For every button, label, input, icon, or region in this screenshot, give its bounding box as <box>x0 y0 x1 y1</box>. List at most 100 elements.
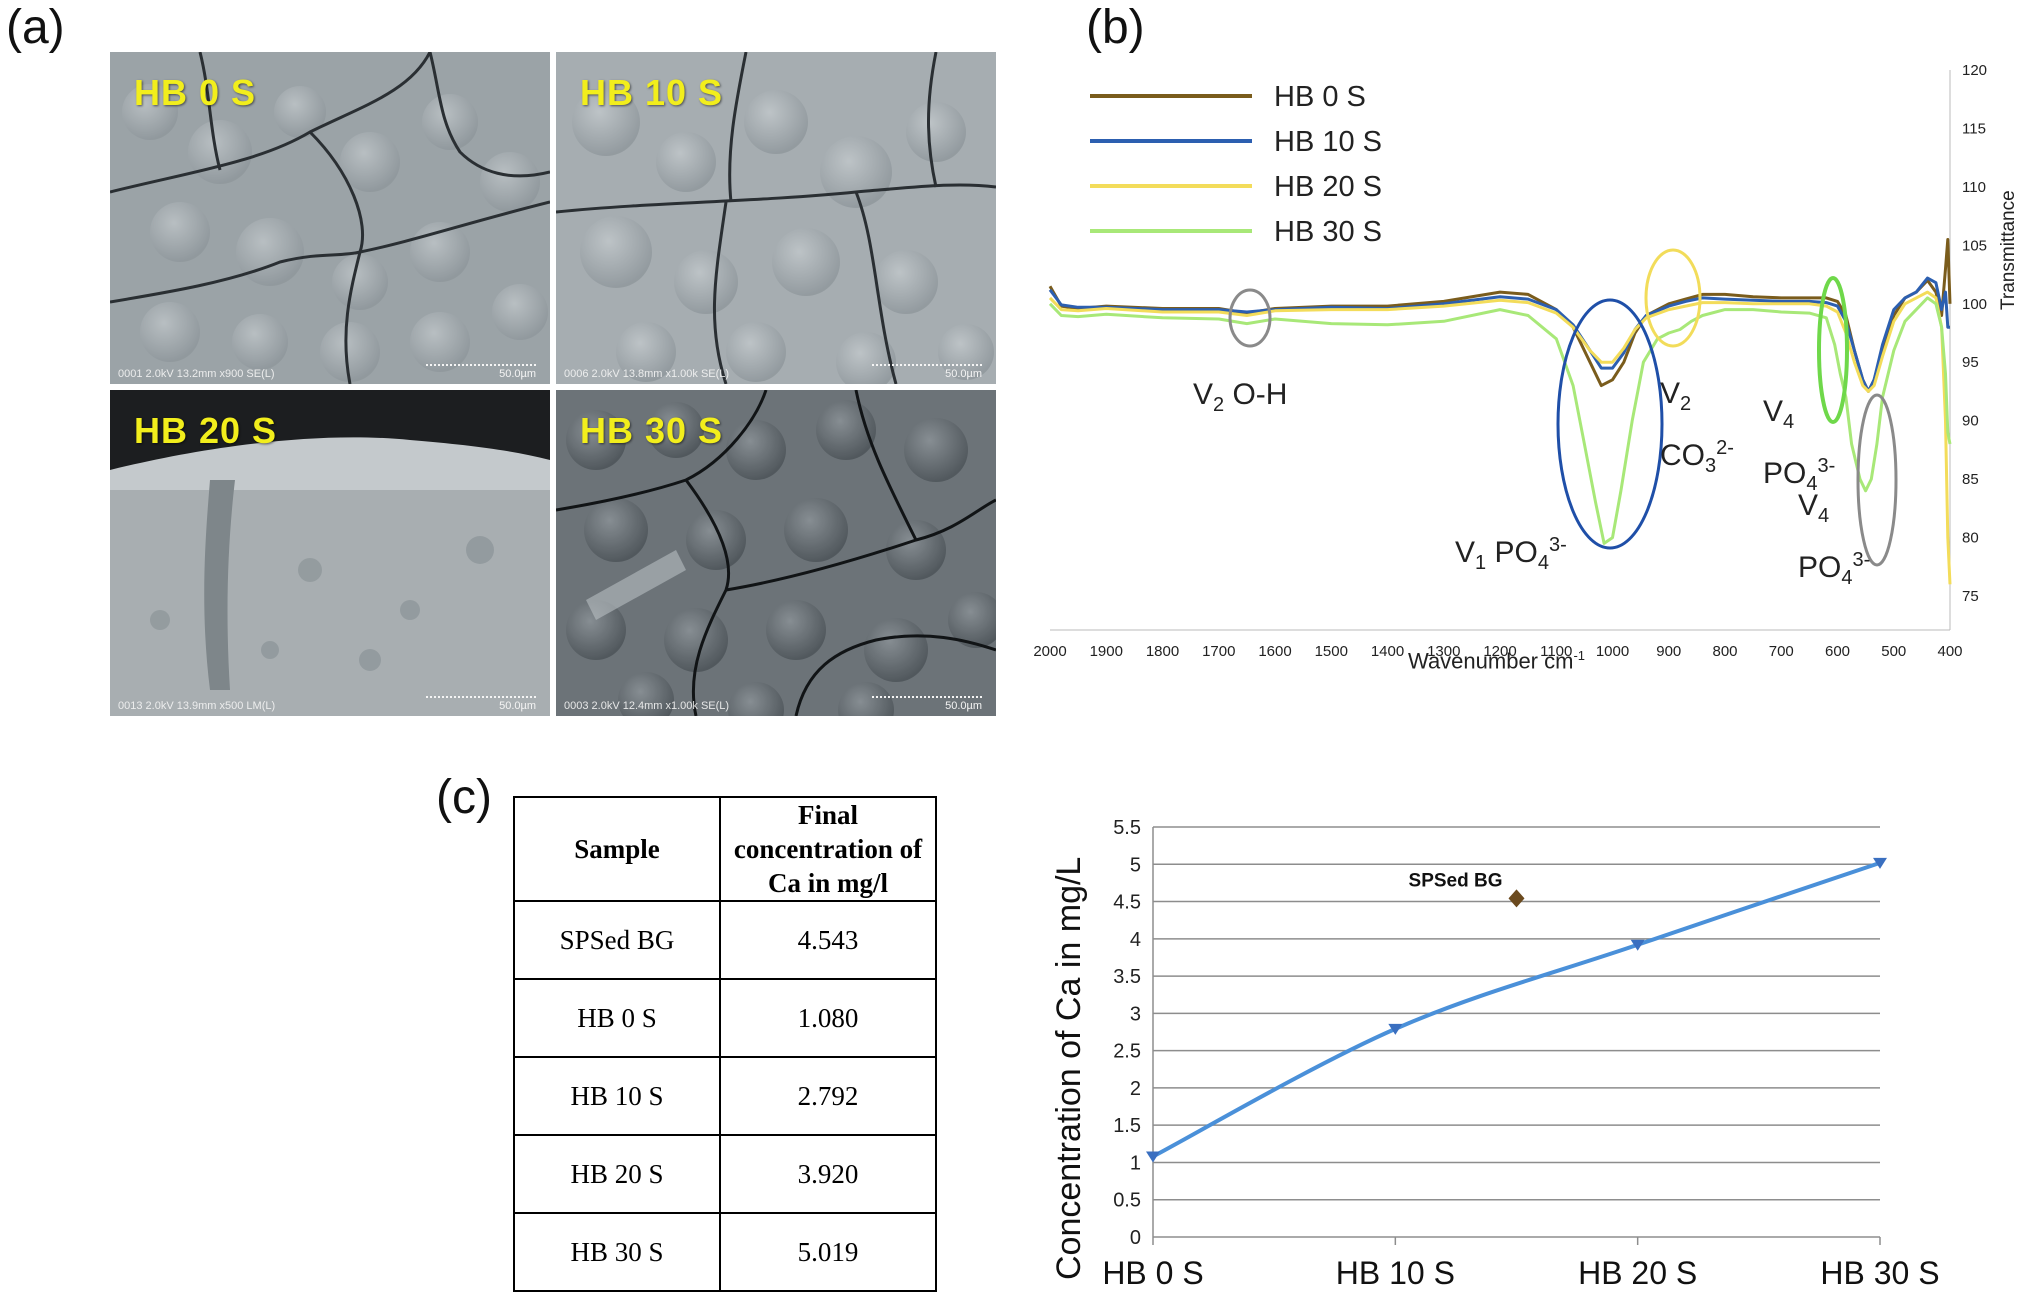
ftir-x-tick-label: 500 <box>1881 643 1906 660</box>
header-concentration: Final concentration of Ca in mg/l <box>719 796 937 902</box>
ftir-x-tick-label: 1700 <box>1202 643 1235 660</box>
ann-sub: 2 <box>1213 394 1225 416</box>
sem-meta: 0006 2.0kV 13.8mm x1.00k SE(L) <box>564 368 730 380</box>
ftir-x-tick-label: 1100 <box>1540 643 1572 660</box>
spsed-bg-point <box>1508 889 1525 908</box>
annotation-v1-po4: V1 PO43- <box>1455 534 1567 575</box>
ftir-y-tick-label: 85 <box>1962 471 1979 488</box>
ftir-x-axis-title: Wavenumber cm-1 <box>1408 648 1585 674</box>
ca-y-tick-label: 3 <box>1130 1003 1141 1025</box>
ftir-y-tick-label: 105 <box>1962 237 1987 254</box>
scale-bar <box>426 364 536 366</box>
ca-y-tick-label: 5.5 <box>1113 817 1141 839</box>
ftir-x-axis-title-text: Wavenumber cm <box>1408 648 1574 674</box>
ca-x-tick-label: HB 10 S <box>1336 1255 1455 1291</box>
ftir-x-tick-label: 700 <box>1769 643 1794 660</box>
ann-sub: 4 <box>1818 505 1830 527</box>
annotation-v4-po4-upper: V4 PO43- <box>1763 390 1835 506</box>
cell-sample: HB 20 S <box>513 1134 721 1214</box>
sem-scale-label: 50.0µm <box>499 700 536 712</box>
ftir-y-tick-label: 110 <box>1962 179 1986 196</box>
ftir-y-tick-label: 120 <box>1962 62 1987 79</box>
ftir-x-tick-label: 1200 <box>1483 643 1516 660</box>
ann-sub: 4 <box>1537 552 1549 574</box>
ftir-x-tick-label: 2000 <box>1033 643 1066 660</box>
ann-text: PO <box>1798 551 1842 584</box>
ca-y-tick-label: 1 <box>1130 1152 1141 1174</box>
ftir-axes: 2000 1900 1800 1700 1600 1500 1400 1300 1200 1100… <box>1033 62 1987 660</box>
table-row: HB 10 S 2.792 <box>513 1056 937 1136</box>
ftir-y-tick-label: 115 <box>1962 120 1986 137</box>
ca-x-tick-label: HB 0 S <box>1102 1255 1203 1291</box>
table-row: SPSed BG 4.543 <box>513 900 937 980</box>
ftir-x-tick-label: 1300 <box>1427 643 1460 660</box>
ftir-x-tick-label: 600 <box>1825 643 1850 660</box>
cell-sample: SPSed BG <box>513 900 721 980</box>
ca-series-line <box>1152 860 1881 1159</box>
cell-sample: HB 30 S <box>513 1212 721 1292</box>
ann-sub: 4 <box>1783 411 1795 433</box>
ca-data-point <box>1873 857 1887 869</box>
cell-sample: HB 0 S <box>513 978 721 1058</box>
v4-po4-green-ellipse <box>1817 276 1849 424</box>
ca-axes: 0 0.5 1 1.5 2 2.5 3 3.5 4 4.5 5 5.5 HB 0 S HB 10 S HB … <box>1102 817 1939 1291</box>
ca-y-tick-label: 0 <box>1130 1227 1141 1249</box>
sem-title: HB 30 S <box>580 410 724 451</box>
sem-image-hb20: HB 20 S 0013 2.0kV 13.9mm x500 LM(L) 50.… <box>110 390 550 716</box>
ftir-x-tick-label: 1500 <box>1315 643 1348 660</box>
ann-text: V <box>1455 536 1476 569</box>
spsed-bg-label: SPSed BG <box>1409 870 1503 891</box>
ca-data-point <box>1388 1023 1403 1035</box>
sem-texture <box>110 390 550 716</box>
ftir-y-tick-label: 80 <box>1962 530 1979 547</box>
ftir-series-lines <box>1048 238 1952 585</box>
ca-y-tick-label: 4.5 <box>1113 892 1141 914</box>
cell-value: 4.543 <box>719 900 937 980</box>
panel-label-c: (c) <box>436 771 492 824</box>
ann-sup: 3- <box>1852 549 1871 571</box>
sem-scale-label: 50.0µm <box>945 368 982 380</box>
ftir-x-tick-label: 1400 <box>1371 643 1404 660</box>
sem-texture <box>556 52 996 384</box>
sem-texture <box>556 390 996 716</box>
ann-sub: 4 <box>1841 567 1853 589</box>
ca-series: SPSed BG <box>1146 857 1887 1163</box>
ca-y-tick-label: 4 <box>1130 929 1141 951</box>
legend-label: HB 20 S <box>1274 171 1382 203</box>
legend-label: HB 30 S <box>1274 216 1382 248</box>
ftir-x-tick-label: 1000 <box>1596 643 1629 660</box>
ca-y-axis-title: Concentration of Ca in mg/L <box>1050 856 1088 1280</box>
ann-text: V <box>1193 378 1214 411</box>
table-row: HB 30 S 5.019 <box>513 1212 937 1292</box>
sem-image-hb0: HB 0 S 0001 2.0kV 13.2mm x900 SE(L) 50.0… <box>110 52 550 384</box>
cell-value: 3.920 <box>719 1134 937 1214</box>
ftir-x-tick-label: 900 <box>1656 643 1681 660</box>
panel-label-a: (a) <box>6 1 65 54</box>
ca-data-point <box>1630 939 1645 951</box>
ca-y-tick-label: 3.5 <box>1113 966 1141 988</box>
cell-value: 2.792 <box>719 1056 937 1136</box>
oh-band-ellipse <box>1228 288 1272 348</box>
ca-x-tick-label: HB 20 S <box>1578 1255 1697 1291</box>
ann-sub: 1 <box>1475 552 1487 574</box>
ca-concentration-chart: 0 0.5 1 1.5 2 2.5 3 3.5 4 4.5 5 5.5 HB 0 S HB 10 S HB … <box>1102 817 1939 1291</box>
cell-value: 5.019 <box>719 1212 937 1292</box>
cell-value: 1.080 <box>719 978 937 1058</box>
ftir-x-tick-label: 800 <box>1712 643 1737 660</box>
ca-y-tick-label: 2.5 <box>1113 1041 1141 1063</box>
annotation-v2-oh: V2 O-H <box>1193 378 1287 417</box>
sem-image-hb10: HB 10 S 0006 2.0kV 13.8mm x1.00k SE(L) 5… <box>556 52 996 384</box>
ca-y-tick-label: 1.5 <box>1113 1115 1141 1137</box>
ftir-x-tick-label: 1600 <box>1258 643 1291 660</box>
legend-label: HB 0 S <box>1274 81 1366 113</box>
ann-sub: 2 <box>1680 393 1692 415</box>
header-sample: Sample <box>513 796 721 902</box>
ann-sub: 3 <box>1705 455 1717 477</box>
ca-x-tick-label: HB 30 S <box>1820 1255 1939 1291</box>
ann-text: V <box>1763 395 1784 428</box>
ftir-series-hb-20-s <box>1048 290 1952 585</box>
scale-bar <box>426 696 536 698</box>
v1-po4-band-ellipse <box>1556 298 1664 550</box>
v4-po4-grey-ellipse <box>1856 393 1898 567</box>
concentration-table: Sample Final concentration of Ca in mg/l… <box>513 796 937 1292</box>
